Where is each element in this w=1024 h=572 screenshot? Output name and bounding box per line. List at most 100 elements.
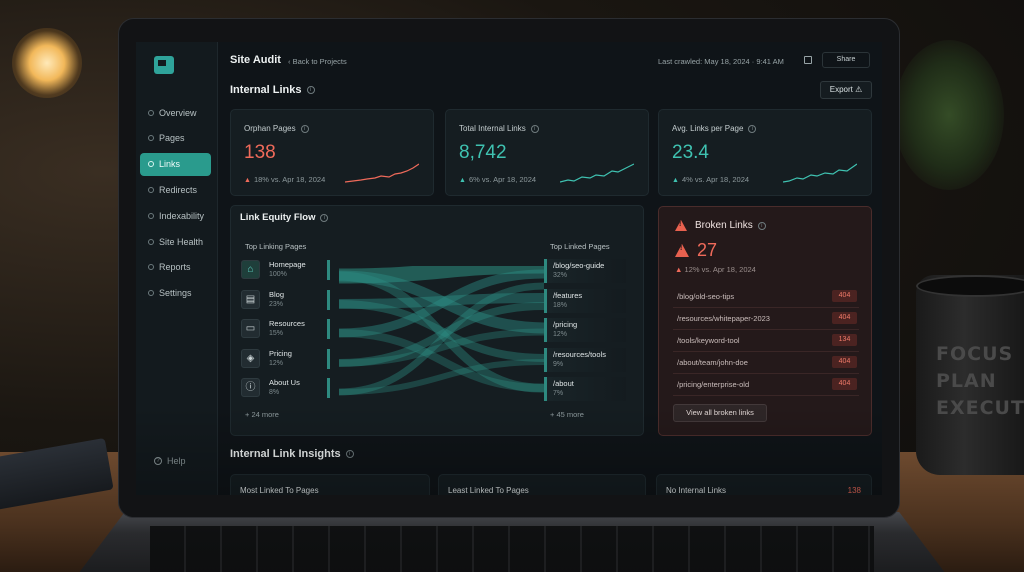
linking-page-row[interactable]: ⌂ Homepage 100% <box>241 260 326 282</box>
sidebar-item-settings[interactable]: Settings <box>140 282 211 305</box>
linked-page-percent: 9% <box>553 360 564 368</box>
sidebar-item-label: Indexability <box>159 210 205 221</box>
broken-links-card: Broken Links i 27 ▲ 12% vs. Apr 18, 2024… <box>658 206 872 436</box>
metric-delta: ▲ 4% vs. Apr 18, 2024 <box>672 175 749 184</box>
info-icon[interactable]: i <box>320 213 329 222</box>
metric-delta-text: 18% vs. Apr 18, 2024 <box>253 175 326 184</box>
insight-card-least-linked[interactable]: Least Linked To Pages <box>438 474 646 495</box>
export-label: Export <box>829 85 853 94</box>
linked-page-row[interactable]: /blog/seo-guide 32% <box>544 259 626 283</box>
linking-page-row[interactable]: ⓘ About Us 8% <box>241 378 326 400</box>
linked-page-row[interactable]: /resources/tools 9% <box>544 347 626 372</box>
sidebar-item-site-health[interactable]: Site Health <box>140 230 211 253</box>
linking-page-percent: 23% <box>269 300 284 308</box>
view-all-broken-links-button[interactable]: View all broken links <box>673 404 767 422</box>
status-badge: 404 <box>832 356 857 368</box>
sidebar-item-pages[interactable]: Pages <box>140 127 211 150</box>
insight-card-most-linked[interactable]: Most Linked To Pages <box>230 474 430 495</box>
nav-circle-icon <box>148 135 154 142</box>
broken-link-row[interactable]: /pricing/enterprise-old 404 <box>673 374 859 396</box>
status-badge: 404 <box>832 290 857 302</box>
mug-line: EXECUTE <box>936 397 1024 419</box>
help-link[interactable]: ? Help <box>154 456 186 466</box>
linking-page-name: Resources <box>269 319 305 328</box>
last-crawled-text: Last crawled: May 18, 2024 · 9:41 AM <box>658 57 784 66</box>
linking-page-row[interactable]: ▤ Blog 23% <box>241 289 326 312</box>
link-equity-flow-title: Link Equity Flow <box>240 212 316 223</box>
sidebar-item-reports[interactable]: Reports <box>140 256 211 279</box>
mug-line: PLAN <box>936 370 997 392</box>
home-icon: ⌂ <box>241 260 260 279</box>
broken-link-row[interactable]: /resources/whitepaper-2023 404 <box>673 308 859 330</box>
insight-card-no-internal-links[interactable]: No Internal Links 138 <box>656 474 872 495</box>
metric-label: Avg. Links per Page i <box>672 124 757 133</box>
status-badge: 134 <box>832 334 857 346</box>
linked-page-name: /blog/seo-guide <box>553 261 605 270</box>
broken-link-row[interactable]: /about/team/john-doe 404 <box>673 352 859 374</box>
linking-page-row[interactable]: ▭ Resources 15% <box>241 319 326 341</box>
info-icon[interactable]: i <box>345 450 354 458</box>
sidebar-item-redirects[interactable]: Redirects <box>140 178 211 201</box>
info-icon[interactable]: i <box>300 124 309 133</box>
nav-circle-icon <box>148 238 154 245</box>
metric-label: Orphan Pages i <box>244 124 309 133</box>
share-button[interactable]: Share <box>822 52 870 68</box>
sidebar-item-indexability[interactable]: Indexability <box>140 204 211 227</box>
linking-page-percent: 8% <box>269 389 280 396</box>
nav-circle-icon <box>148 161 154 168</box>
broken-link-row[interactable]: /blog/old-seo-tips 404 <box>673 286 859 308</box>
info-icon[interactable]: i <box>306 86 315 94</box>
sidebar-item-overview[interactable]: Overview <box>140 101 211 124</box>
sidebar-item-label: Pages <box>159 133 185 144</box>
sidebar-item-label: Site Health <box>159 236 204 247</box>
linked-page-name: /features <box>553 290 583 300</box>
info-icon[interactable]: i <box>757 221 766 230</box>
flow-source-bar <box>327 289 330 310</box>
total-internal-links-card: Total Internal Links i 8,742 ▲ 6% vs. Apr 18… <box>445 109 649 196</box>
warning-icon <box>675 220 687 231</box>
insight-label: No Internal Links <box>666 486 727 495</box>
sidebar-item-label: Settings <box>159 288 192 299</box>
up-arrow-icon: ▲ <box>459 177 466 184</box>
broken-links-delta: ▲ 12% vs. Apr 18, 2024 <box>675 265 756 274</box>
metric-label-text: Orphan Pages <box>244 124 296 133</box>
status-badge: 404 <box>832 312 857 324</box>
broken-link-row[interactable]: /tools/keyword-tool 134 <box>673 330 859 352</box>
linked-page-row[interactable]: /features 18% <box>544 288 626 313</box>
info-icon[interactable]: i <box>530 124 539 133</box>
linked-page-row[interactable]: /pricing 12% <box>544 318 626 343</box>
metric-delta: ▲ 18% vs. Apr 18, 2024 <box>244 175 325 184</box>
broken-links-title: Broken Links <box>695 220 753 231</box>
insights-heading: Internal Link Insights i <box>230 448 354 460</box>
insights-title: Internal Link Insights <box>230 448 341 460</box>
more-linked-pages[interactable]: + 45 more <box>550 410 584 419</box>
link-equity-flow-heading: Link Equity Flow i <box>240 212 329 223</box>
warning-icon <box>675 244 689 257</box>
info-icon: ⓘ <box>241 378 260 397</box>
sidebar-item-label: Links <box>159 159 181 170</box>
broken-link-url: /pricing/enterprise-old <box>677 380 750 389</box>
metric-value: 8,742 <box>459 142 507 163</box>
sidebar-item-links[interactable]: Links <box>140 152 211 176</box>
linked-page-row[interactable]: /about 7% <box>544 377 626 402</box>
metric-label-text: Total Internal Links <box>459 124 526 133</box>
up-arrow-icon: ▲ <box>672 177 679 184</box>
sparkline <box>560 163 634 183</box>
more-linking-pages[interactable]: + 24 more <box>245 410 279 419</box>
keyboard <box>150 526 874 572</box>
calendar-icon[interactable] <box>804 56 812 64</box>
app-logo[interactable] <box>154 56 174 74</box>
folder-icon: ▭ <box>241 319 260 338</box>
flow-source-bar <box>327 348 330 369</box>
back-to-projects-link[interactable]: ‹ Back to Projects <box>288 57 347 66</box>
export-button[interactable]: Export ⚠ <box>820 81 872 99</box>
info-icon[interactable]: i <box>748 124 757 133</box>
linking-page-row[interactable]: ◈ Pricing 12% <box>241 348 326 371</box>
broken-link-url: /resources/whitepaper-2023 <box>677 314 770 323</box>
flow-source-bar <box>327 260 330 280</box>
metric-label-text: Avg. Links per Page <box>672 124 744 133</box>
nav-circle-icon <box>148 290 154 297</box>
sparkline <box>783 163 857 183</box>
avg-links-per-page-card: Avg. Links per Page i 23.4 ▲ 4% vs. Apr 18, … <box>658 109 872 196</box>
tag-icon: ◈ <box>241 348 260 368</box>
